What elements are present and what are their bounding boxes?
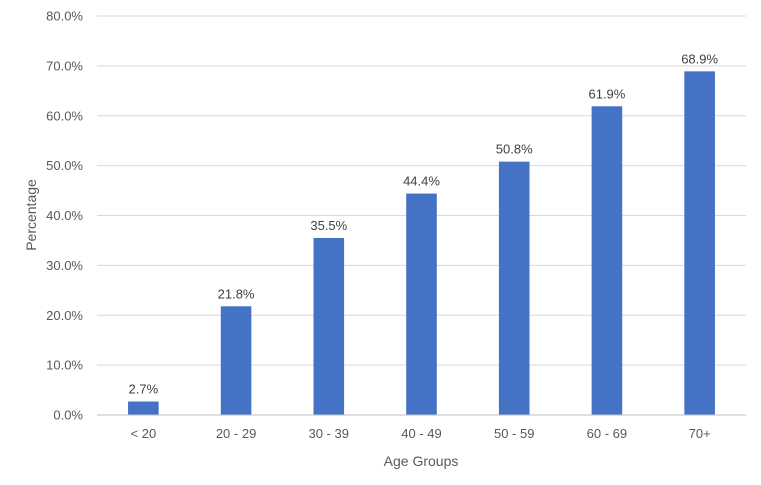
bar-value-label: 2.7% (129, 382, 159, 397)
y-tick-label: 30.0% (46, 258, 83, 273)
bars (128, 71, 715, 416)
y-tick-label: 10.0% (46, 358, 83, 373)
bar (591, 106, 623, 416)
x-tick-label: 40 - 49 (401, 426, 441, 441)
y-tick-label: 20.0% (46, 308, 83, 323)
bar (684, 71, 715, 415)
bar-value-label: 44.4% (403, 174, 440, 189)
x-tick-label: 70+ (689, 426, 711, 441)
bar-value-label: 50.8% (496, 142, 533, 157)
x-axis-title: Age Groups (384, 453, 459, 469)
y-tick-label: 50.0% (46, 158, 83, 173)
x-tick-label: 50 - 59 (494, 426, 534, 441)
y-axis-title: Percentage (23, 179, 39, 251)
y-tick-label: 80.0% (46, 9, 83, 24)
x-tick-label: 60 - 69 (587, 426, 627, 441)
y-tick-label: 60.0% (46, 108, 83, 123)
bar-value-label: 61.9% (588, 86, 625, 101)
x-tick-label: 20 - 29 (216, 426, 256, 441)
bar (313, 237, 345, 415)
bar (406, 193, 437, 415)
x-tick-label: < 20 (131, 426, 157, 441)
bar (220, 306, 252, 415)
y-tick-label: 40.0% (46, 208, 83, 223)
bar (128, 401, 159, 415)
bar (498, 161, 530, 415)
bar-value-label: 35.5% (310, 218, 347, 233)
y-tick-label: 0.0% (53, 408, 83, 423)
bar-value-label: 68.9% (681, 51, 718, 66)
y-tick-label: 70.0% (46, 58, 83, 73)
bar-value-label: 21.8% (218, 286, 255, 301)
labels: 0.0% 10.0% 20.0% 30.0% 40.0% 50.0% 60.0% 70.0% 8… (46, 9, 718, 442)
x-tick-label: 30 - 39 (309, 426, 349, 441)
